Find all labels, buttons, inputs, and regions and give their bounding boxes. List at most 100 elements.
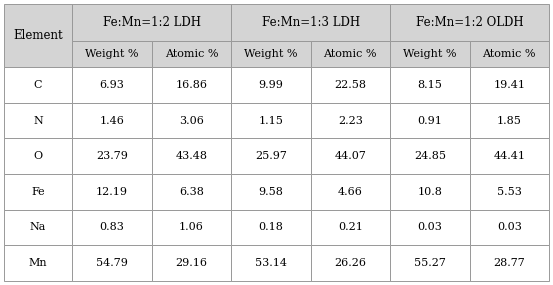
- Text: 12.19: 12.19: [96, 187, 128, 197]
- Bar: [152, 41, 231, 67]
- Bar: [72, 67, 152, 103]
- Bar: [231, 174, 311, 210]
- Bar: [231, 210, 311, 245]
- Bar: [311, 103, 390, 138]
- Bar: [4, 245, 72, 281]
- Bar: [469, 103, 549, 138]
- Bar: [231, 41, 311, 67]
- Bar: [390, 174, 469, 210]
- Text: 44.07: 44.07: [335, 151, 366, 161]
- Bar: [152, 174, 231, 210]
- Bar: [390, 245, 469, 281]
- Text: Fe:Mn=1:2 OLDH: Fe:Mn=1:2 OLDH: [416, 16, 523, 29]
- Bar: [72, 138, 152, 174]
- Bar: [4, 4, 72, 67]
- Text: C: C: [34, 80, 43, 90]
- Text: Weight %: Weight %: [85, 49, 139, 59]
- Bar: [152, 245, 231, 281]
- Bar: [469, 41, 549, 67]
- Text: 0.18: 0.18: [258, 223, 283, 233]
- Text: 2.23: 2.23: [338, 115, 363, 125]
- Bar: [4, 138, 72, 174]
- Text: 1.06: 1.06: [179, 223, 204, 233]
- Text: N: N: [33, 115, 43, 125]
- Text: Weight %: Weight %: [403, 49, 457, 59]
- Text: 5.53: 5.53: [497, 187, 521, 197]
- Text: Fe:Mn=1:2 LDH: Fe:Mn=1:2 LDH: [103, 16, 201, 29]
- Bar: [72, 4, 231, 41]
- Bar: [231, 245, 311, 281]
- Text: Atomic %: Atomic %: [324, 49, 377, 59]
- Bar: [390, 67, 469, 103]
- Bar: [469, 245, 549, 281]
- Bar: [311, 210, 390, 245]
- Text: 19.41: 19.41: [493, 80, 525, 90]
- Text: 0.03: 0.03: [418, 223, 442, 233]
- Text: 44.41: 44.41: [493, 151, 525, 161]
- Text: 26.26: 26.26: [335, 258, 366, 268]
- Text: Fe:Mn=1:3 LDH: Fe:Mn=1:3 LDH: [262, 16, 359, 29]
- Bar: [311, 245, 390, 281]
- Text: 25.97: 25.97: [255, 151, 287, 161]
- Bar: [390, 4, 549, 41]
- Bar: [469, 67, 549, 103]
- Text: 24.85: 24.85: [414, 151, 446, 161]
- Text: 0.21: 0.21: [338, 223, 363, 233]
- Text: 43.48: 43.48: [175, 151, 207, 161]
- Text: 16.86: 16.86: [175, 80, 207, 90]
- Bar: [152, 103, 231, 138]
- Text: 4.66: 4.66: [338, 187, 363, 197]
- Text: 23.79: 23.79: [96, 151, 128, 161]
- Bar: [72, 174, 152, 210]
- Bar: [4, 174, 72, 210]
- Bar: [72, 41, 152, 67]
- Text: 8.15: 8.15: [418, 80, 442, 90]
- Bar: [4, 67, 72, 103]
- Text: 1.15: 1.15: [258, 115, 283, 125]
- Text: 6.38: 6.38: [179, 187, 204, 197]
- Bar: [311, 174, 390, 210]
- Bar: [152, 67, 231, 103]
- Text: 0.83: 0.83: [100, 223, 124, 233]
- Text: 28.77: 28.77: [493, 258, 525, 268]
- Bar: [72, 103, 152, 138]
- Bar: [390, 138, 469, 174]
- Bar: [72, 245, 152, 281]
- Bar: [390, 41, 469, 67]
- Text: 1.85: 1.85: [497, 115, 521, 125]
- Bar: [72, 210, 152, 245]
- Text: 1.46: 1.46: [100, 115, 124, 125]
- Bar: [231, 138, 311, 174]
- Bar: [152, 210, 231, 245]
- Text: 53.14: 53.14: [255, 258, 287, 268]
- Text: 6.93: 6.93: [100, 80, 124, 90]
- Bar: [231, 67, 311, 103]
- Text: 10.8: 10.8: [418, 187, 442, 197]
- Text: 0.03: 0.03: [497, 223, 521, 233]
- Text: Weight %: Weight %: [244, 49, 298, 59]
- Text: Atomic %: Atomic %: [165, 49, 218, 59]
- Text: Atomic %: Atomic %: [483, 49, 536, 59]
- Bar: [231, 103, 311, 138]
- Bar: [390, 103, 469, 138]
- Text: 9.58: 9.58: [258, 187, 283, 197]
- Bar: [390, 210, 469, 245]
- Text: 9.99: 9.99: [258, 80, 283, 90]
- Text: Fe: Fe: [32, 187, 45, 197]
- Text: Element: Element: [13, 29, 63, 42]
- Bar: [152, 138, 231, 174]
- Bar: [311, 67, 390, 103]
- Text: O: O: [34, 151, 43, 161]
- Text: 3.06: 3.06: [179, 115, 204, 125]
- Text: 54.79: 54.79: [96, 258, 128, 268]
- Bar: [469, 210, 549, 245]
- Bar: [311, 138, 390, 174]
- Text: Na: Na: [30, 223, 46, 233]
- Bar: [231, 4, 390, 41]
- Bar: [311, 41, 390, 67]
- Bar: [469, 138, 549, 174]
- Bar: [469, 174, 549, 210]
- Text: Mn: Mn: [29, 258, 48, 268]
- Text: 0.91: 0.91: [418, 115, 442, 125]
- Bar: [4, 103, 72, 138]
